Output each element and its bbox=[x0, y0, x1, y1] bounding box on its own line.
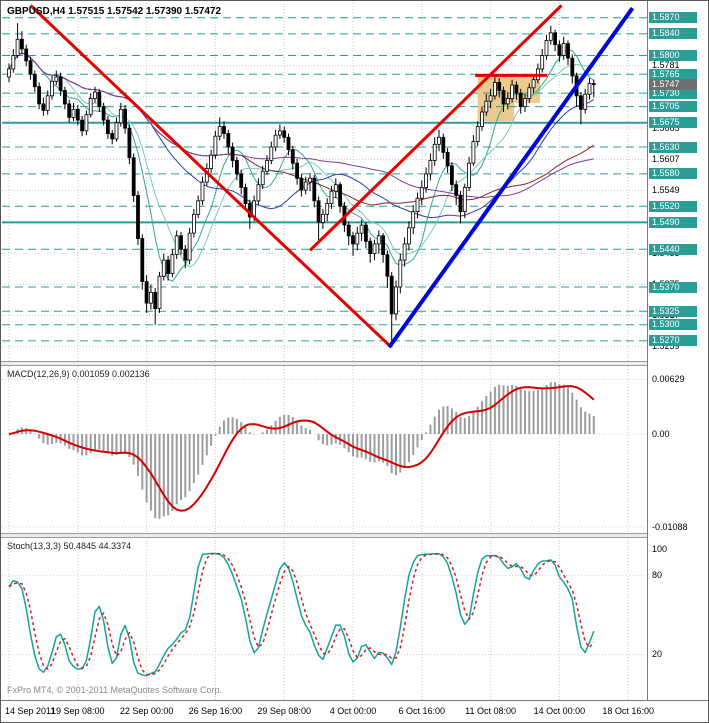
price-tick-label: 1.5781 bbox=[652, 60, 680, 71]
current-price-badge: 1.5747 bbox=[649, 78, 697, 90]
price-level-badge: 1.5630 bbox=[649, 141, 697, 153]
copyright-text: FxPro MT4, © 2001-2011 MetaQuotes Softwa… bbox=[7, 685, 223, 695]
time-axis-label: 14 Oct 00:00 bbox=[533, 706, 586, 716]
time-axis[interactable]: 14 Sep 2011 19 Sep 08:00 22 Sep 00:00 26 Se… bbox=[1, 700, 708, 722]
time-axis-label: 29 Sep 08:00 bbox=[257, 706, 311, 716]
time-axis-label: 18 Oct 16:00 bbox=[602, 706, 654, 716]
macd-axis-label: -0.01088 bbox=[652, 521, 688, 532]
time-axis-label: 19 Sep 08:00 bbox=[51, 706, 105, 716]
price-level-badge: 1.5520 bbox=[649, 200, 697, 212]
price-level-badge: 1.5800 bbox=[649, 49, 697, 61]
price-tick-label: 1.5607 bbox=[652, 153, 680, 164]
stoch-axis-label: 80 bbox=[652, 569, 663, 580]
price-level-badge: 1.5270 bbox=[649, 335, 697, 347]
price-level-badge: 1.5840 bbox=[649, 28, 697, 40]
macd-axis-label: 0.00 bbox=[652, 428, 670, 439]
time-axis-label: 14 Sep 2011 bbox=[5, 706, 56, 716]
price-level-badge: 1.5675 bbox=[649, 117, 697, 129]
price-level-badge: 1.5325 bbox=[649, 305, 697, 317]
stoch-axis-label: 20 bbox=[652, 649, 663, 660]
price-level-badge: 1.5300 bbox=[649, 319, 697, 331]
macd-label: MACD(12,26,9) 0.001059 0.002136 bbox=[7, 369, 150, 379]
stoch-axis-label: 100 bbox=[652, 543, 668, 554]
price-level-badge: 1.5370 bbox=[649, 281, 697, 293]
panel-separator[interactable] bbox=[1, 533, 708, 538]
price-level-badge: 1.5870 bbox=[649, 12, 697, 24]
chart-title: GBPUSD,H4 1.57515 1.57542 1.57390 1.5747… bbox=[7, 6, 222, 17]
price-level-badge: 1.5705 bbox=[649, 101, 697, 113]
price-level-badge: 1.5580 bbox=[649, 168, 697, 180]
price-level-badge: 1.5440 bbox=[649, 243, 697, 255]
price-level-badge: 1.5730 bbox=[649, 87, 697, 99]
price-axis[interactable]: 1.57811.57231.56651.56071.55491.54911.54… bbox=[647, 1, 708, 700]
time-axis-label: 22 Sep 00:00 bbox=[119, 706, 174, 716]
time-axis-label: 11 Oct 08:00 bbox=[465, 706, 517, 716]
price-level-badge: 1.5490 bbox=[649, 216, 697, 228]
price-level-badge: 1.5765 bbox=[649, 68, 697, 80]
time-axis-label: 6 Oct 16:00 bbox=[398, 706, 446, 716]
price-tick-label: 1.5549 bbox=[652, 185, 680, 196]
macd-axis-label: 0.00629 bbox=[652, 373, 685, 384]
panel-separator[interactable] bbox=[1, 361, 708, 366]
stoch-label: Stoch(13,3,3) 50.4845 44.3374 bbox=[7, 541, 132, 551]
time-axis-label: 4 Oct 00:00 bbox=[329, 706, 377, 716]
time-axis-label: 26 Sep 16:00 bbox=[188, 706, 243, 716]
